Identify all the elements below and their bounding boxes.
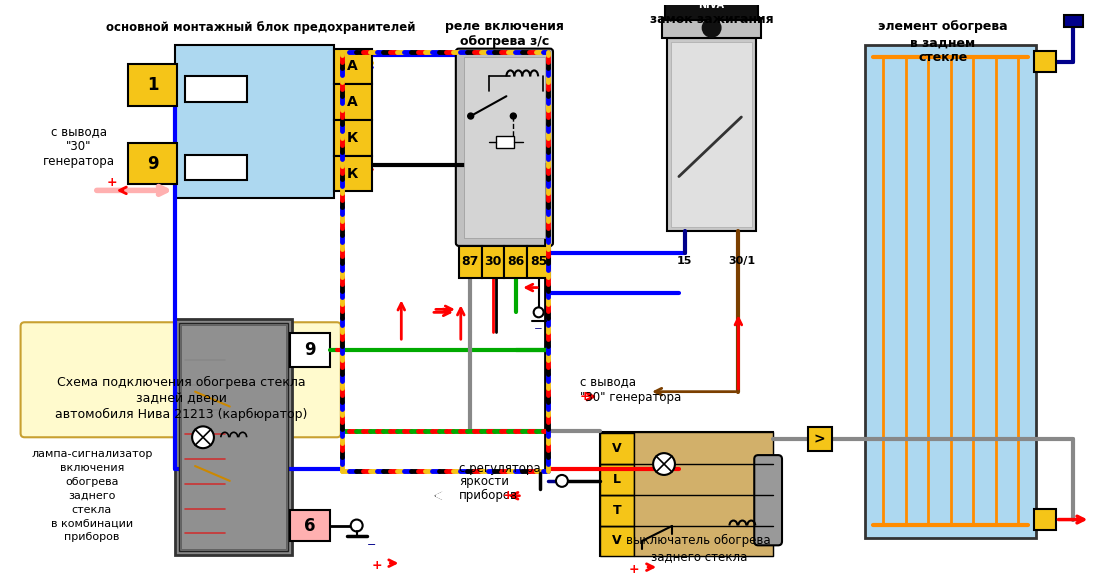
Text: +: +: [503, 489, 513, 502]
Circle shape: [703, 19, 721, 37]
Text: с вывода
"30"
генератора: с вывода "30" генератора: [43, 126, 115, 168]
Text: 30/1: 30/1: [729, 256, 756, 266]
Circle shape: [192, 426, 214, 448]
Text: задней двери: задней двери: [136, 392, 226, 405]
Text: >: >: [814, 432, 826, 446]
Bar: [459, 246, 481, 277]
Bar: [290, 510, 330, 541]
Text: стекле: стекле: [919, 51, 967, 64]
Text: −: −: [367, 540, 376, 550]
Text: с вывода: с вывода: [580, 376, 636, 388]
Text: яркости: яркости: [459, 475, 509, 488]
Bar: [176, 319, 293, 555]
Bar: [333, 156, 372, 192]
Text: T: T: [613, 503, 622, 517]
Text: 86: 86: [507, 255, 524, 268]
Circle shape: [533, 307, 543, 317]
Text: элемент обогрева: элемент обогрева: [878, 20, 1008, 33]
Text: 85: 85: [530, 255, 548, 268]
Text: 87: 87: [461, 255, 479, 268]
Text: 15: 15: [677, 256, 692, 266]
Circle shape: [510, 113, 517, 119]
Bar: [635, 432, 773, 556]
Text: −: −: [534, 324, 543, 334]
Text: V: V: [612, 534, 622, 547]
Text: A: A: [348, 60, 358, 74]
Bar: [185, 77, 246, 102]
Text: A: A: [348, 95, 358, 109]
Text: 9: 9: [305, 341, 316, 359]
Bar: [528, 246, 550, 277]
Text: 6: 6: [305, 516, 316, 534]
FancyBboxPatch shape: [754, 455, 782, 545]
Bar: [667, 38, 756, 231]
Bar: [599, 432, 773, 556]
Bar: [665, 0, 758, 20]
FancyBboxPatch shape: [21, 322, 341, 437]
Text: обогрева з/с: обогрева з/с: [459, 35, 549, 48]
Bar: [1033, 51, 1055, 72]
Bar: [179, 324, 288, 551]
Text: включения: включения: [60, 463, 124, 473]
Text: "30" генератора: "30" генератора: [580, 391, 681, 404]
Text: 1: 1: [147, 77, 158, 94]
Text: +: +: [580, 390, 591, 403]
Text: V: V: [612, 442, 622, 455]
FancyBboxPatch shape: [456, 48, 553, 246]
Bar: [185, 155, 246, 180]
Text: 9: 9: [147, 155, 158, 173]
Text: +: +: [106, 176, 117, 189]
Text: выключатель обогрева: выключатель обогрева: [626, 534, 771, 547]
Bar: [333, 120, 372, 156]
Bar: [671, 41, 752, 227]
Text: заднего стекла: заднего стекла: [650, 550, 747, 563]
Text: NIVA: NIVA: [699, 0, 724, 10]
Text: в комбинации: в комбинации: [51, 519, 134, 529]
Bar: [333, 84, 372, 120]
Bar: [1063, 15, 1083, 27]
Bar: [128, 143, 178, 185]
Bar: [497, 136, 514, 148]
Circle shape: [654, 453, 675, 475]
Bar: [599, 526, 635, 556]
Bar: [481, 246, 505, 277]
Bar: [128, 64, 178, 106]
Text: К: К: [347, 166, 359, 180]
Text: Схема подключения обогрева стекла: Схема подключения обогрева стекла: [57, 376, 306, 390]
Bar: [808, 427, 831, 451]
Text: лампа-сигнализатор: лампа-сигнализатор: [31, 449, 152, 459]
Text: приборов: приборов: [459, 489, 518, 502]
Text: +: +: [629, 562, 639, 576]
Text: стекла: стекла: [72, 505, 113, 515]
Circle shape: [351, 520, 362, 531]
Bar: [505, 246, 528, 277]
Text: 30: 30: [485, 255, 501, 268]
Text: автомобиля Нива 21213 (карбюратор): автомобиля Нива 21213 (карбюратор): [55, 408, 307, 421]
Bar: [333, 48, 372, 84]
Bar: [464, 57, 545, 238]
Bar: [181, 325, 286, 550]
Text: с регулятора: с регулятора: [459, 461, 541, 475]
Text: обогрева: обогрева: [65, 477, 119, 487]
Text: приборов: приборов: [64, 533, 119, 543]
Text: +: +: [371, 559, 382, 572]
Bar: [599, 495, 635, 526]
Text: замок зажигания: замок зажигания: [650, 13, 774, 26]
Text: заднего: заднего: [68, 491, 116, 500]
Circle shape: [468, 113, 474, 119]
Circle shape: [556, 475, 567, 487]
Bar: [599, 433, 635, 464]
Text: в заднем: в заднем: [910, 36, 975, 49]
Bar: [1033, 509, 1055, 530]
Bar: [290, 333, 330, 367]
Text: L: L: [613, 473, 620, 486]
Bar: [599, 464, 635, 495]
Bar: [662, 18, 761, 38]
Text: К: К: [347, 131, 359, 145]
Bar: [176, 44, 333, 199]
Text: основной монтажный блок предохранителей: основной монтажный блок предохранителей: [106, 21, 415, 34]
Text: реле включения: реле включения: [445, 20, 564, 33]
Bar: [866, 44, 1036, 538]
